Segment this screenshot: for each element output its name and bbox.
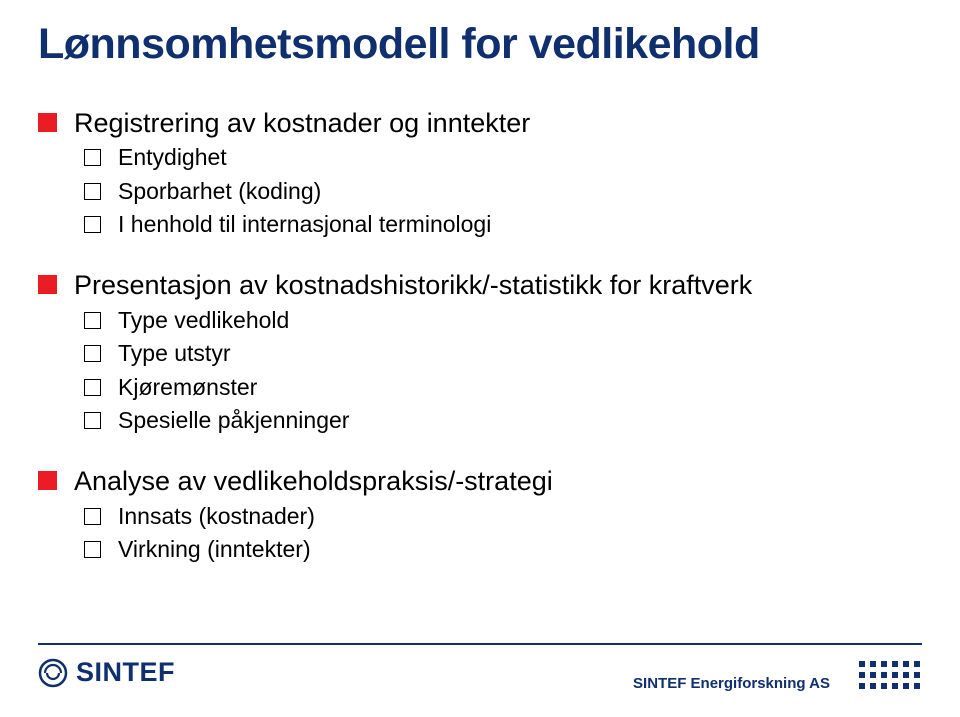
logo-text: SINTEF [76,657,175,688]
footer-dot-grid [859,661,922,691]
sub-text: Type utstyr [118,340,230,366]
sub-text: Sporbarhet (koding) [118,178,321,204]
bullet-list: Registrering av kostnader og inntekter E… [38,105,922,566]
sub-item: I henhold til internasjonal terminologi [84,208,922,241]
footer-divider [38,643,922,645]
page-title: Lønnsomhetsmodell for vedlikehold [38,20,922,69]
bullet-text: Presentasjon av kostnadshistorikk/-stati… [74,270,752,300]
sub-item: Innsats (kostnader) [84,500,922,533]
slide-footer: SINTEF SINTEF Energiforskning AS [0,643,960,717]
footer-logo: SINTEF [38,657,175,688]
sub-text: Kjøremønster [118,374,257,400]
bullet-item: Presentasjon av kostnadshistorikk/-stati… [38,267,922,437]
bullet-item: Analyse av vedlikeholdspraksis/-strategi… [38,463,922,566]
sub-item: Virkning (inntekter) [84,533,922,566]
sub-item: Spesielle påkjenninger [84,404,922,437]
slide: Lønnsomhetsmodell for vedlikehold Regist… [0,0,960,717]
sub-item: Sporbarhet (koding) [84,175,922,208]
footer-org: SINTEF Energiforskning AS [633,675,830,692]
sub-item: Type utstyr [84,337,922,370]
bullet-text: Registrering av kostnader og inntekter [74,108,530,138]
sub-list: Type vedlikehold Type utstyr Kjøremønste… [74,304,922,437]
sub-text: I henhold til internasjonal terminologi [118,211,491,237]
sub-text: Spesielle påkjenninger [118,407,349,433]
bullet-item: Registrering av kostnader og inntekter E… [38,105,922,241]
sub-text: Entydighet [118,144,227,170]
sub-text: Innsats (kostnader) [118,503,315,529]
sub-text: Type vedlikehold [118,307,289,333]
sub-item: Kjøremønster [84,371,922,404]
sub-item: Entydighet [84,141,922,174]
sub-list: Innsats (kostnader) Virkning (inntekter) [74,500,922,567]
logo-icon [38,658,68,688]
sub-list: Entydighet Sporbarhet (koding) I henhold… [74,141,922,241]
sub-text: Virkning (inntekter) [118,536,311,562]
sub-item: Type vedlikehold [84,304,922,337]
bullet-text: Analyse av vedlikeholdspraksis/-strategi [74,466,553,496]
